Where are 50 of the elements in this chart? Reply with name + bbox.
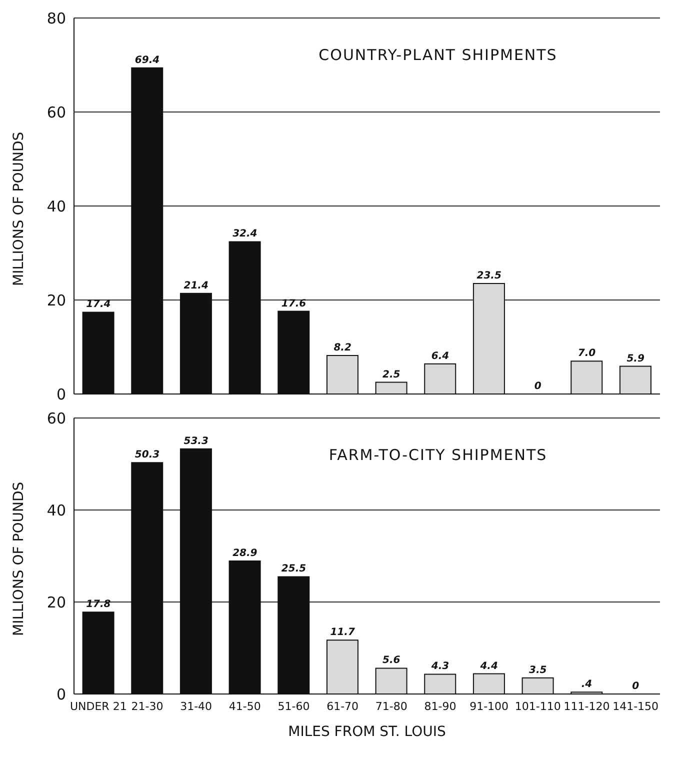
y-axis-title: MILLIONS OF POUNDS — [10, 132, 27, 286]
y-tick-label: 0 — [56, 385, 66, 404]
x-tick-label: 71-80 — [375, 700, 408, 713]
data-label: 17.4 — [86, 299, 111, 310]
data-label: 53.3 — [184, 436, 208, 447]
x-tick-label: 91-100 — [470, 700, 509, 713]
data-label: 50.3 — [134, 450, 160, 461]
y-axis-title: MILLIONS OF POUNDS — [10, 482, 27, 636]
data-label: 28.9 — [232, 548, 258, 560]
data-label: 4.3 — [430, 661, 450, 672]
data-label: 2.5 — [382, 369, 400, 380]
data-label: 3.5 — [529, 664, 547, 676]
text: FARM-TO-CITY SHIPMENTS — [328, 446, 548, 464]
data-label: 0 — [632, 681, 640, 692]
data-label: 21.4 — [184, 280, 208, 292]
data-label: .4 — [581, 679, 592, 690]
data-label: 23.5 — [476, 270, 502, 282]
x-tick-label: 51-60 — [278, 700, 310, 713]
text: COUNTRY-PLANT SHIPMENTS — [318, 46, 558, 64]
y-tick-label: 60 — [46, 409, 66, 428]
data-label: 4.4 — [479, 660, 498, 672]
x-tick-label: 61-70 — [326, 700, 359, 713]
data-label: 0 — [534, 381, 542, 392]
x-tick-label: UNDER 21 — [70, 700, 127, 713]
x-tick-label: 141-150 — [612, 700, 659, 713]
x-tick-label: 31-40 — [180, 700, 212, 713]
x-tick-label: 101-110 — [514, 700, 561, 713]
y-tick-label: 0 — [56, 685, 66, 704]
y-tick-label: 40 — [46, 501, 66, 520]
x-tick-label: 111-120 — [564, 700, 610, 713]
data-label: 17.6 — [281, 298, 306, 310]
x-axis-title: MILES FROM ST. LOUIS — [288, 724, 446, 740]
x-tick-label: 41-50 — [228, 700, 261, 713]
data-label: 17.8 — [86, 599, 111, 610]
y-tick-label: 60 — [46, 103, 66, 122]
y-tick-label: 40 — [46, 197, 66, 216]
data-label: 8.2 — [334, 342, 352, 354]
y-tick-label: 80 — [46, 9, 66, 28]
data-label: 69.4 — [134, 54, 160, 66]
data-label: 25.5 — [281, 564, 306, 575]
x-tick-label: 21-30 — [131, 700, 164, 713]
data-label: 5.9 — [626, 353, 644, 364]
data-label: 32.4 — [232, 228, 258, 240]
y-tick-label: 20 — [46, 291, 66, 310]
y-tick-label: 20 — [46, 593, 66, 612]
data-label: 5.6 — [382, 655, 400, 666]
data-label: 6.4 — [431, 350, 450, 362]
x-tick-label: 81-90 — [424, 700, 456, 713]
data-label: 7.0 — [578, 348, 596, 360]
data-label: 11.7 — [330, 627, 355, 638]
